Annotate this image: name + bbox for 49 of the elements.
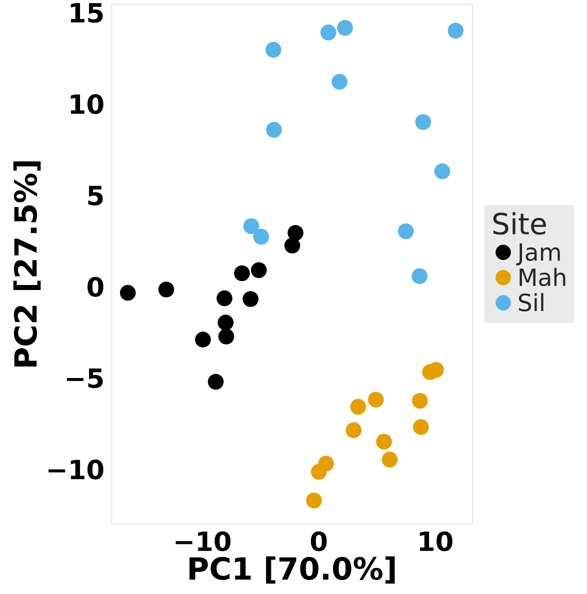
point — [120, 284, 136, 301]
y-tick-label: 5 — [88, 186, 103, 206]
point — [382, 452, 398, 468]
y-tick-label: −10 — [48, 460, 104, 480]
point — [243, 218, 260, 234]
legend-label: Sil — [518, 293, 544, 312]
point — [310, 464, 327, 480]
point — [337, 20, 353, 36]
point — [448, 22, 464, 39]
point — [428, 362, 444, 378]
point — [415, 114, 432, 130]
x-axis-title: PC1 [70.0%] — [190, 556, 395, 584]
point — [320, 24, 336, 40]
y-tick-label: 10 — [70, 94, 104, 114]
point — [234, 265, 250, 282]
x-tick-label: 0 — [310, 531, 327, 552]
point — [216, 290, 232, 306]
point — [195, 332, 211, 348]
point — [350, 398, 366, 415]
legend-title: Site — [493, 212, 546, 235]
y-tick-label: 0 — [87, 276, 104, 297]
point — [284, 238, 300, 254]
point — [434, 163, 450, 180]
point — [376, 434, 392, 450]
legend-label: Jam — [516, 243, 560, 266]
point — [412, 268, 428, 284]
point — [158, 282, 174, 298]
point — [253, 228, 270, 245]
point — [412, 392, 428, 409]
point — [250, 262, 267, 278]
point — [288, 224, 304, 241]
x-tick-label: −10 — [176, 531, 231, 552]
point — [242, 291, 258, 307]
legend-label: Mah — [520, 268, 566, 286]
point — [413, 419, 429, 435]
point — [332, 74, 348, 90]
y-tick-label: 15 — [70, 3, 103, 23]
y-tick-label: −5 — [66, 368, 103, 388]
point — [368, 392, 384, 408]
x-tick-label: 10 — [420, 531, 452, 552]
point — [398, 223, 414, 240]
y-axis-title: PC2 [27.5%] — [13, 161, 41, 367]
point — [265, 42, 282, 58]
point — [208, 374, 224, 390]
point — [218, 314, 234, 331]
point — [218, 328, 234, 344]
point — [266, 122, 282, 138]
point — [346, 422, 362, 438]
point — [306, 492, 322, 508]
